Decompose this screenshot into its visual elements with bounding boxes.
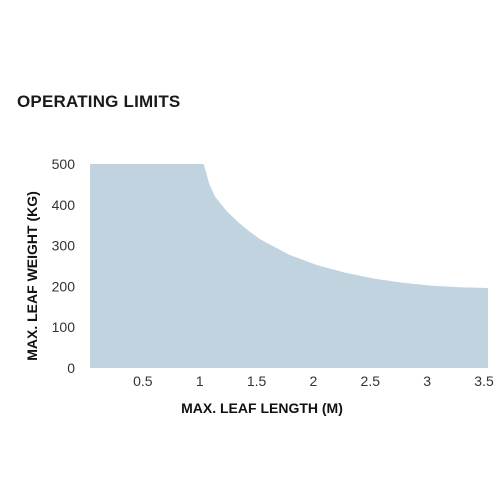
x-tick-label: 3.5 [474,373,494,389]
x-tick-label: 0.5 [133,373,153,389]
x-tick-label: 3 [423,373,431,389]
y-tick-label: 200 [52,278,76,294]
x-axis-ticks: 0.5 1 1.5 2 2.5 3 3.5 [133,373,494,389]
chart-title: OPERATING LIMITS [17,92,181,111]
operating-limit-area [90,164,488,368]
x-axis-title: MAX. LEAF LENGTH (M) [181,400,343,416]
y-tick-label: 100 [52,319,76,335]
x-tick-label: 2.5 [361,373,381,389]
y-axis-title: MAX. LEAF WEIGHT (KG) [24,191,40,361]
y-tick-label: 0 [67,360,75,376]
x-tick-label: 1 [196,373,204,389]
x-tick-label: 2 [310,373,318,389]
y-tick-label: 300 [52,238,76,254]
y-tick-label: 500 [52,156,76,172]
x-tick-label: 1.5 [247,373,267,389]
y-tick-label: 400 [52,197,76,213]
y-axis-ticks: 0 100 200 300 400 500 [52,156,76,376]
